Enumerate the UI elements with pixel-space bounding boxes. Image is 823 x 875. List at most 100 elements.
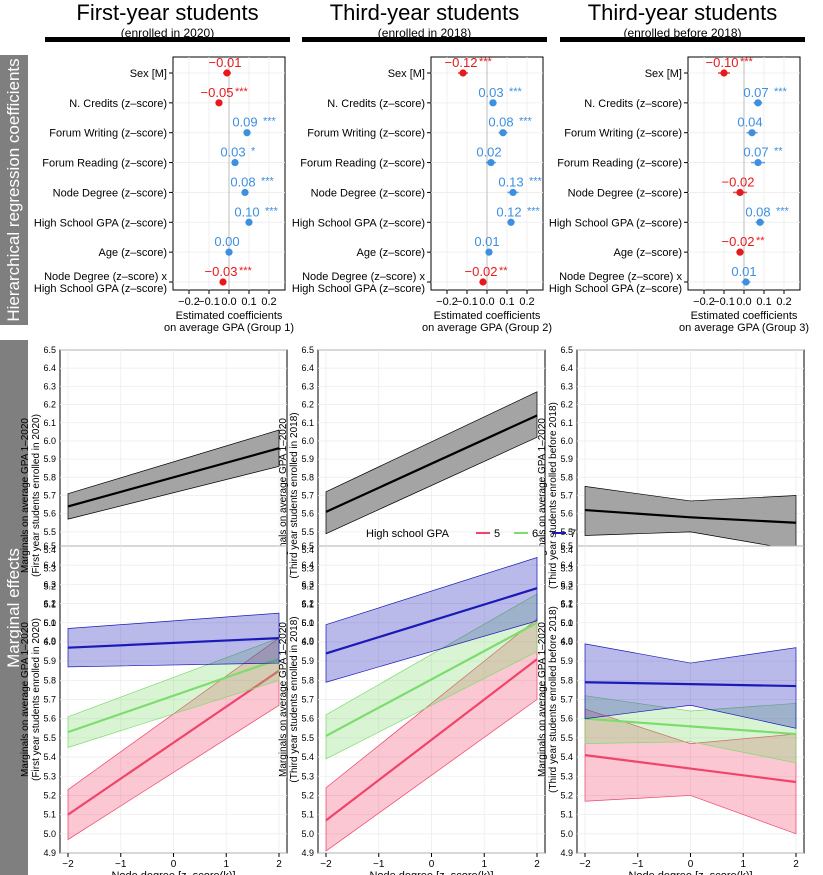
confidence-band-overall bbox=[67, 429, 280, 520]
confidence-band-7 bbox=[67, 612, 280, 668]
marginal-y-tick-label: 5.3 bbox=[43, 563, 56, 573]
significance-stars: *** bbox=[776, 205, 790, 217]
marginal-y-tick-label: 6.2 bbox=[560, 599, 573, 609]
confidence-band-5 bbox=[584, 708, 797, 835]
marginal-y-tick-label: 5.9 bbox=[560, 656, 573, 666]
marginal-y-tick-label: 5.8 bbox=[43, 675, 56, 685]
term-label: Forum Reading (z–score) bbox=[557, 158, 682, 170]
coef-point bbox=[754, 99, 762, 107]
term-label: High School GPA (z–score) bbox=[549, 217, 682, 229]
fit-line-6 bbox=[584, 717, 797, 736]
coef-value-label: −0.02 bbox=[722, 174, 755, 189]
marginal-y-axis-title: Marginals on average GPA 1–2020 bbox=[537, 418, 548, 573]
coef-value-label: 0.01 bbox=[731, 264, 756, 279]
coef-x-axis-title: Estimated coefficients bbox=[434, 310, 541, 322]
coef-value-label: 0.07 bbox=[743, 145, 768, 160]
marginal-y-tick-label: 5.7 bbox=[560, 695, 573, 705]
coef-x-tick-label: 0.1 bbox=[756, 296, 771, 308]
term-label: Sex [M] bbox=[130, 68, 167, 80]
marginal-y-tick-label: 6.5 bbox=[43, 541, 56, 551]
marginal-y-tick-label: 5.0 bbox=[560, 829, 573, 839]
coef-point bbox=[720, 69, 728, 77]
marginal-x-tick-label: −2 bbox=[320, 859, 332, 870]
marginal-y-tick-label: 6.4 bbox=[301, 363, 314, 373]
fit-line-5 bbox=[67, 669, 280, 816]
confidence-band-7 bbox=[584, 643, 797, 729]
significance-stars: ** bbox=[756, 235, 765, 247]
coef-point bbox=[736, 188, 744, 197]
marginal-x-axis-title: Node degree [z–score(k)] bbox=[369, 870, 493, 875]
coef-x-tick-label: 0.2 bbox=[261, 296, 276, 308]
marginal-y-tick-label: 6.0 bbox=[43, 637, 56, 647]
marginal-y-tick-label: 6.2 bbox=[43, 599, 56, 609]
fit-line-6 bbox=[67, 658, 280, 734]
term-label: Node Degree (z–score) bbox=[53, 187, 167, 199]
marginal-y-tick-label: 5.0 bbox=[301, 618, 314, 628]
marginal-y-tick-label: 5.9 bbox=[43, 656, 56, 666]
term-label: High School GPA (z–score) bbox=[292, 283, 425, 295]
marginal-y-tick-label: 5.6 bbox=[43, 509, 56, 519]
fit-line-overall bbox=[325, 414, 538, 513]
marginal-x-tick-label: 0 bbox=[688, 859, 694, 870]
marginal-x-tick-label: −2 bbox=[579, 859, 591, 870]
coef-panel-2: Sex [M]−0.12 ***N. Credits (z–score)0.03 *… bbox=[292, 55, 552, 334]
term-label: Forum Writing (z–score) bbox=[49, 128, 167, 140]
marginal-y-tick-label: 4.9 bbox=[43, 848, 56, 858]
coef-value-label: 0.08 bbox=[745, 204, 770, 219]
marginal-y-tick-label: 4.9 bbox=[43, 636, 56, 646]
term-label: Age (z–score) bbox=[614, 247, 682, 259]
term-label: Age (z–score) bbox=[99, 247, 167, 259]
significance-stars: *** bbox=[527, 205, 541, 217]
marginal-x-tick-label: −1 bbox=[632, 859, 644, 870]
marginal-y-tick-label: 6.3 bbox=[43, 579, 56, 589]
marginal-y-axis-title: (First year students enrolled in 2020) bbox=[31, 414, 42, 577]
marginal-y-tick-label: 5.9 bbox=[301, 656, 314, 666]
coef-value-label: 0.12 bbox=[496, 204, 521, 219]
marginal-y-axis-title: (Third year students enrolled in 2018) bbox=[289, 616, 300, 782]
marginal-y-tick-label: 5.4 bbox=[301, 752, 314, 762]
column-title-1-main: First-year students bbox=[76, 0, 259, 25]
marginal-y-tick-label: 5.6 bbox=[301, 509, 314, 519]
marginal-y-tick-label: 6.5 bbox=[301, 541, 314, 551]
marginal-y-tick-label: 5.3 bbox=[43, 771, 56, 781]
marginal-y-tick-label: 5.9 bbox=[43, 454, 56, 464]
marginal-y-tick-label: 5.4 bbox=[560, 545, 573, 555]
marginal-y-tick-label: 5.8 bbox=[43, 472, 56, 482]
fit-line-5 bbox=[584, 754, 797, 784]
coef-value-label: −0.10 bbox=[706, 55, 739, 70]
coef-point bbox=[499, 129, 507, 137]
coef-value-label: 0.02 bbox=[476, 145, 501, 160]
marginal-y-tick-label: 5.0 bbox=[301, 829, 314, 839]
marginal-y-axis-title: (Third year students enrolled in 2018) bbox=[289, 412, 300, 578]
term-label: High School GPA (z–score) bbox=[549, 283, 682, 295]
fit-line-7 bbox=[325, 587, 538, 655]
significance-stars: *** bbox=[774, 86, 788, 98]
significance-stars: *** bbox=[263, 116, 277, 128]
marginal-x-tick-label: 1 bbox=[481, 859, 487, 870]
coef-point bbox=[748, 129, 756, 137]
marginal-y-tick-label: 5.4 bbox=[560, 752, 573, 762]
marginal-y-tick-label: 4.9 bbox=[560, 636, 573, 646]
term-label: Forum Writing (z–score) bbox=[564, 128, 682, 140]
marginal-x-tick-label: 1 bbox=[223, 859, 229, 870]
marginal-y-tick-label: 5.7 bbox=[43, 491, 56, 501]
coef-panel-1: Sex [M]−0.01N. Credits (z–score)−0.05 ***… bbox=[34, 55, 294, 334]
coef-point bbox=[241, 188, 249, 197]
marginal-x-tick-label: 2 bbox=[276, 859, 282, 870]
marginal-y-tick-label: 6.1 bbox=[43, 418, 56, 428]
marginal-y-tick-label: 5.5 bbox=[560, 527, 573, 537]
coef-value-label: −0.12 bbox=[445, 55, 478, 70]
coef-point bbox=[219, 278, 227, 286]
marginal-y-tick-label: 6.0 bbox=[560, 637, 573, 647]
coef-value-label: 0.03 bbox=[478, 85, 503, 100]
column-rule-2 bbox=[302, 37, 547, 42]
coef-x-tick-label: 0.0 bbox=[221, 296, 236, 308]
marginal-y-tick-label: 6.4 bbox=[560, 560, 573, 570]
term-label: Node Degree (z–score) x bbox=[302, 271, 425, 283]
marginal-y-tick-label: 5.0 bbox=[43, 829, 56, 839]
coef-point bbox=[754, 158, 762, 167]
marginal-y-tick-label: 5.4 bbox=[43, 545, 56, 555]
marginal-x-tick-label: 2 bbox=[793, 859, 799, 870]
marginal-y-tick-label: 6.4 bbox=[560, 363, 573, 373]
marginal-y-tick-label: 5.8 bbox=[301, 472, 314, 482]
